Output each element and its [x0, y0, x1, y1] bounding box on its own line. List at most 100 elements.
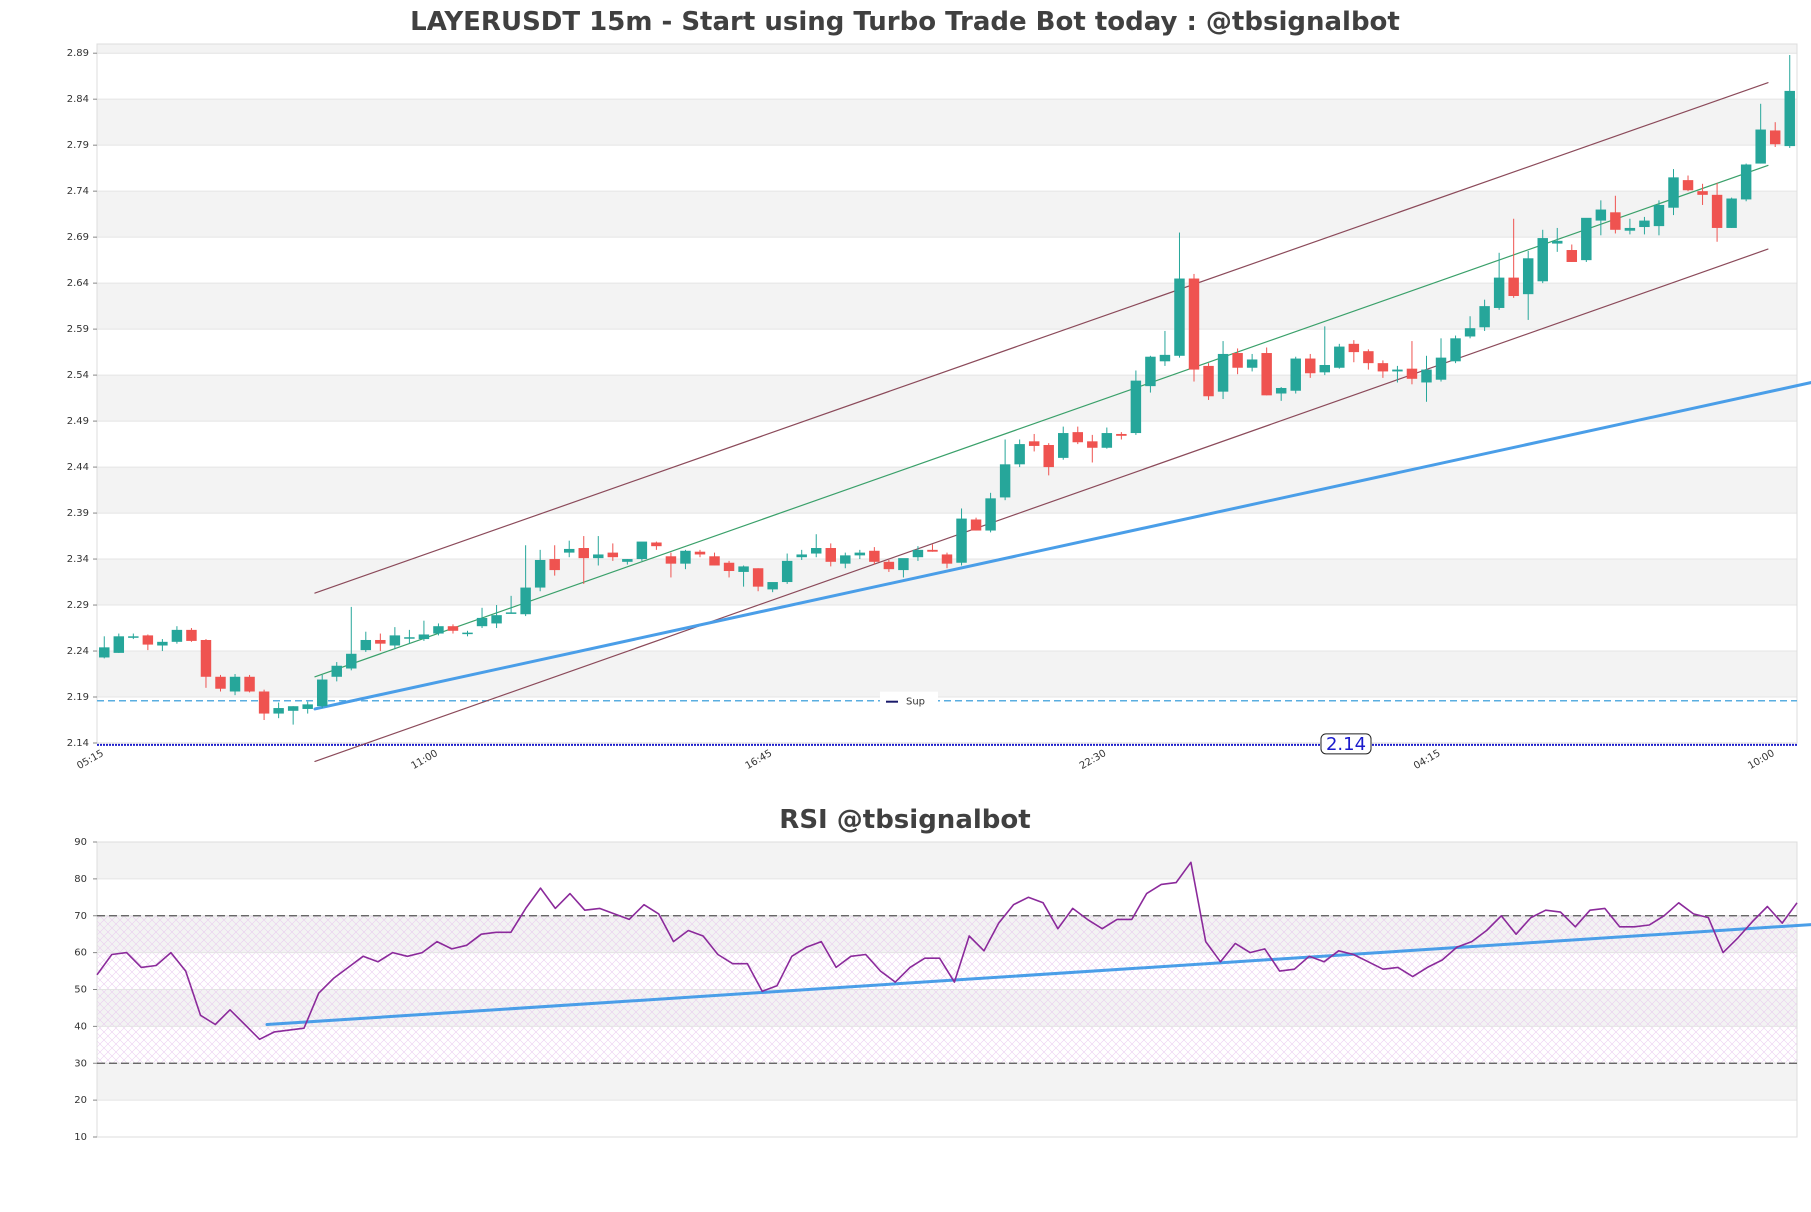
- candle-body: [811, 548, 822, 554]
- candle-body: [854, 552, 866, 556]
- candle-body: [1377, 363, 1389, 372]
- candle-body: [375, 639, 386, 644]
- candle-body: [1784, 90, 1795, 147]
- rsi-trend-line: [265, 923, 1811, 1027]
- candle-body: [200, 639, 212, 677]
- price-band: [97, 329, 1797, 376]
- candle-body: [520, 587, 531, 615]
- candle-body: [665, 556, 677, 564]
- candle-body: [999, 464, 1011, 498]
- price-y-tick-label: 2.49: [67, 416, 89, 427]
- candle-body: [171, 629, 183, 642]
- candle-body: [840, 555, 851, 564]
- candle-body: [767, 582, 778, 590]
- price-y-tick-label: 2.39: [67, 508, 89, 519]
- candle-body: [1319, 364, 1331, 373]
- candle-body: [1522, 258, 1534, 295]
- candle-body: [1087, 441, 1098, 448]
- candle-body: [1653, 204, 1665, 227]
- candle-body: [1028, 441, 1040, 446]
- candle-body: [1493, 277, 1505, 308]
- price-label-text: 2.14: [1326, 734, 1366, 755]
- candle-body: [1232, 353, 1243, 368]
- candle-body: [912, 549, 924, 558]
- candle-body: [709, 556, 720, 566]
- candle-body: [1581, 217, 1592, 261]
- candle-body: [1566, 250, 1578, 262]
- price-band: [97, 145, 1797, 192]
- rsi-line: [96, 861, 1798, 1041]
- candle-body: [1261, 353, 1272, 396]
- price-x-tick-label: 10:00: [1746, 748, 1776, 772]
- rsi-y-tick-label: 40: [74, 1021, 87, 1032]
- rsi-band: [97, 1063, 1797, 1101]
- candle-body: [1537, 238, 1548, 282]
- candle-body: [1363, 351, 1374, 364]
- price-y-tick-label: 2.59: [67, 324, 89, 335]
- price-y-tick-label: 2.69: [67, 232, 89, 243]
- candle-body: [1479, 306, 1490, 328]
- price-x-tick-label: 22:30: [1078, 748, 1108, 772]
- candle-body: [462, 632, 473, 635]
- candle-body: [549, 559, 560, 571]
- candle-body: [1610, 212, 1621, 230]
- candle-body: [898, 558, 909, 571]
- price-x-tick-label: 04:15: [1412, 748, 1442, 772]
- candle-body: [723, 562, 735, 572]
- candle-body: [563, 548, 575, 553]
- candle-body: [1145, 356, 1156, 387]
- candle-body: [1174, 278, 1185, 356]
- candle-body: [883, 561, 895, 570]
- candle-body: [186, 629, 197, 641]
- price-x-tick-label: 05:15: [75, 748, 105, 772]
- candle-body: [1348, 343, 1360, 353]
- channel-line: [314, 248, 1769, 762]
- candle-body: [142, 635, 154, 645]
- support-legend-box: [880, 691, 938, 710]
- candle-body: [1726, 198, 1737, 228]
- candle-body: [825, 548, 836, 562]
- candle-body: [505, 612, 517, 614]
- candle-body: [796, 554, 807, 558]
- price-band: [97, 283, 1797, 330]
- candle-body: [360, 639, 372, 651]
- candle-body: [1246, 359, 1258, 368]
- candle-body: [607, 552, 619, 558]
- candle-body: [1450, 338, 1461, 362]
- candle-body: [1159, 354, 1171, 362]
- price-band: [97, 44, 1797, 54]
- rsi-y-tick-label: 20: [74, 1095, 87, 1106]
- candle-body: [1130, 380, 1142, 434]
- candle-body: [1406, 368, 1418, 379]
- price-y-tick-label: 2.34: [67, 554, 89, 565]
- candle-body: [1769, 130, 1781, 145]
- candle-body: [534, 559, 546, 588]
- price-y-tick-label: 2.89: [67, 48, 89, 59]
- rsi-y-tick-label: 50: [74, 985, 87, 996]
- candle-body: [1435, 357, 1447, 380]
- rsi-band: [97, 1100, 1797, 1137]
- candle-body: [869, 550, 880, 562]
- price-y-tick-label: 2.54: [67, 370, 89, 381]
- candle-body: [1552, 240, 1563, 244]
- candle-body: [1464, 328, 1476, 337]
- candle-body: [651, 542, 662, 547]
- price-y-tick-label: 2.74: [67, 186, 89, 197]
- candle-body: [491, 615, 502, 624]
- candle-body: [447, 626, 459, 631]
- candle-body: [244, 676, 255, 692]
- candle-body: [316, 679, 328, 707]
- price-band: [97, 191, 1797, 238]
- rsi-y-tick-label: 80: [74, 874, 87, 885]
- price-y-tick-label: 2.84: [67, 94, 89, 105]
- price-x-tick-label: 16:45: [744, 748, 774, 772]
- price-band: [97, 467, 1797, 514]
- candle-body: [636, 541, 648, 560]
- candle-body: [128, 636, 139, 638]
- candle-body: [738, 566, 749, 572]
- candle-body: [593, 554, 604, 559]
- price-band: [97, 513, 1797, 560]
- price-frame: [96, 43, 1798, 744]
- rsi-y-tick-label: 90: [74, 837, 87, 848]
